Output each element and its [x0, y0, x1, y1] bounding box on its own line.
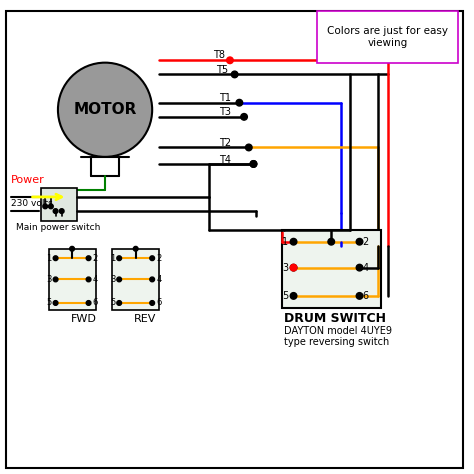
- Text: T3: T3: [219, 108, 231, 118]
- Text: MOTOR: MOTOR: [73, 102, 137, 117]
- FancyBboxPatch shape: [282, 230, 381, 308]
- Circle shape: [117, 301, 121, 305]
- Text: 1: 1: [46, 254, 52, 263]
- Text: T5: T5: [216, 65, 228, 75]
- Circle shape: [290, 292, 297, 299]
- Circle shape: [290, 238, 297, 245]
- Text: Main power switch: Main power switch: [16, 223, 100, 232]
- FancyBboxPatch shape: [41, 188, 77, 220]
- Text: 5: 5: [282, 291, 288, 301]
- Text: T1: T1: [219, 93, 231, 103]
- Circle shape: [86, 256, 91, 261]
- Circle shape: [250, 161, 257, 167]
- Circle shape: [328, 238, 335, 245]
- Circle shape: [236, 100, 243, 106]
- Text: 2: 2: [156, 254, 162, 263]
- Circle shape: [86, 301, 91, 305]
- Text: 6: 6: [92, 299, 98, 308]
- Circle shape: [250, 161, 257, 167]
- Text: T2: T2: [219, 138, 231, 148]
- Circle shape: [53, 301, 58, 305]
- Circle shape: [227, 57, 233, 64]
- Text: type reversing switch: type reversing switch: [284, 337, 389, 347]
- Circle shape: [356, 238, 363, 245]
- FancyBboxPatch shape: [48, 249, 96, 310]
- Circle shape: [150, 277, 155, 282]
- Circle shape: [117, 256, 121, 261]
- Text: 4: 4: [362, 263, 368, 273]
- Text: 6: 6: [156, 299, 162, 308]
- Circle shape: [58, 63, 152, 157]
- Circle shape: [43, 204, 47, 209]
- Text: T8: T8: [213, 50, 226, 60]
- Circle shape: [48, 204, 53, 209]
- Text: Colors are just for easy
viewing: Colors are just for easy viewing: [327, 26, 448, 47]
- Text: 3: 3: [46, 275, 52, 284]
- Text: 1: 1: [110, 254, 115, 263]
- Text: 2: 2: [92, 254, 98, 263]
- Circle shape: [356, 292, 363, 299]
- Circle shape: [290, 264, 297, 271]
- Circle shape: [117, 277, 121, 282]
- Text: Power: Power: [11, 175, 45, 185]
- Text: 3: 3: [110, 275, 115, 284]
- Text: 4: 4: [156, 275, 162, 284]
- Text: 5: 5: [46, 299, 52, 308]
- Text: REV: REV: [134, 314, 156, 324]
- Text: 3: 3: [282, 263, 288, 273]
- Text: 230 volts: 230 volts: [11, 200, 53, 209]
- Text: 5: 5: [110, 299, 115, 308]
- Circle shape: [53, 209, 58, 213]
- Circle shape: [133, 246, 138, 251]
- Text: DAYTON model 4UYE9: DAYTON model 4UYE9: [284, 326, 392, 336]
- Circle shape: [150, 256, 155, 261]
- Circle shape: [59, 209, 64, 213]
- Circle shape: [231, 71, 238, 78]
- Circle shape: [70, 246, 74, 251]
- FancyBboxPatch shape: [317, 11, 458, 63]
- Circle shape: [53, 277, 58, 282]
- Circle shape: [150, 301, 155, 305]
- Circle shape: [356, 264, 363, 271]
- Text: 4: 4: [92, 275, 98, 284]
- Circle shape: [290, 264, 297, 271]
- Text: 1: 1: [282, 237, 288, 246]
- Text: 6: 6: [362, 291, 368, 301]
- Text: 2: 2: [362, 237, 368, 246]
- Circle shape: [246, 144, 252, 151]
- Circle shape: [241, 114, 247, 120]
- Circle shape: [53, 256, 58, 261]
- Circle shape: [86, 277, 91, 282]
- Text: T4: T4: [219, 155, 231, 164]
- FancyBboxPatch shape: [6, 11, 463, 468]
- Text: DRUM SWITCH: DRUM SWITCH: [284, 312, 386, 325]
- Text: FWD: FWD: [71, 314, 97, 324]
- FancyBboxPatch shape: [112, 249, 159, 310]
